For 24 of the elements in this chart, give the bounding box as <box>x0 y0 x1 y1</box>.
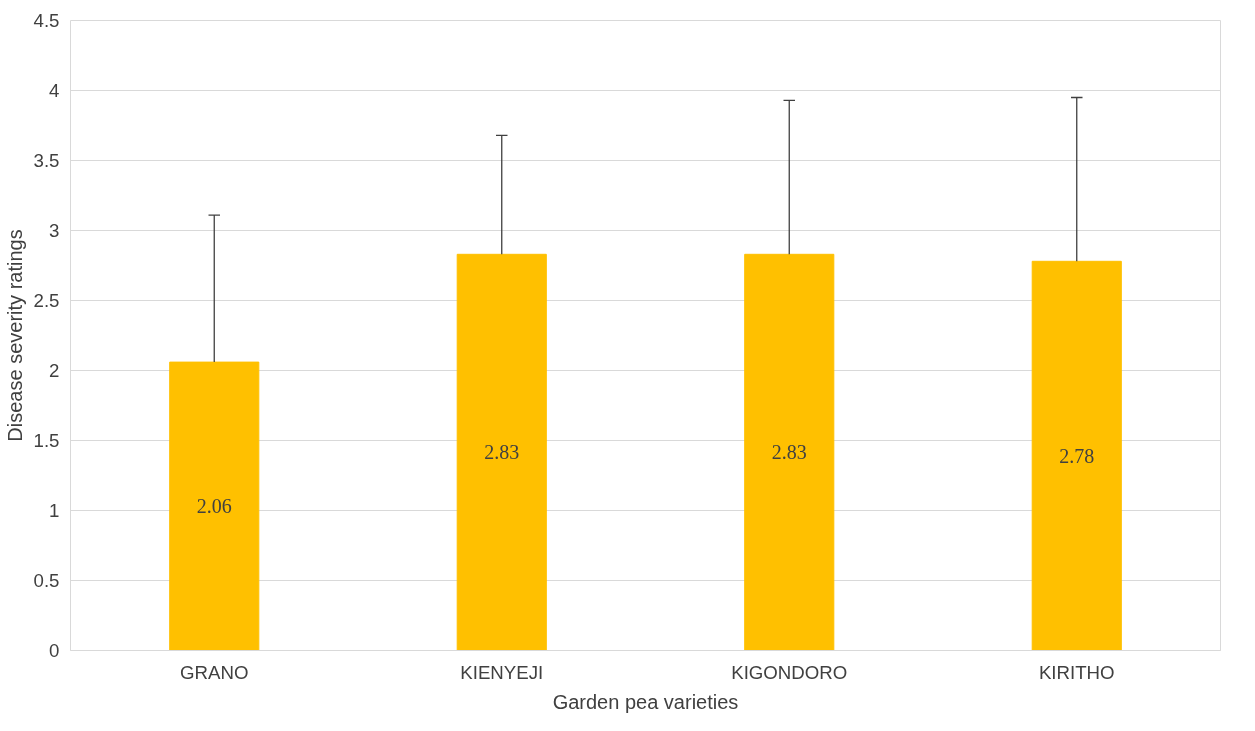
y-tick-label: 2.5 <box>33 290 60 311</box>
bar <box>169 361 260 651</box>
x-tick-label: GRANO <box>180 661 249 683</box>
data-label: 2.06 <box>196 495 232 518</box>
x-tick-label: KIENYEJI <box>460 661 544 683</box>
y-tick-label: 4 <box>49 80 60 101</box>
data-label: 2.83 <box>484 441 520 464</box>
y-tick-label: 1 <box>49 500 60 521</box>
y-axis-title: Disease severity ratings <box>3 229 26 442</box>
y-tick-label: 3.5 <box>33 150 60 171</box>
data-label: 2.78 <box>1059 444 1095 467</box>
bar <box>744 253 835 651</box>
y-tick-label: 1.5 <box>33 430 60 451</box>
x-tick-label: KIRITHO <box>1038 661 1115 683</box>
y-tick-label: 0 <box>49 640 60 661</box>
y-tick-label: 0.5 <box>33 570 60 591</box>
x-tick-label: KIGONDORO <box>731 661 848 683</box>
x-axis-title: Garden pea varieties <box>552 690 739 713</box>
bar <box>1031 260 1122 651</box>
bar <box>456 253 547 651</box>
data-label: 2.83 <box>771 441 807 464</box>
y-tick-label: 4.5 <box>33 10 60 31</box>
y-tick-label: 2 <box>49 360 60 381</box>
y-tick-label: 3 <box>49 220 60 241</box>
